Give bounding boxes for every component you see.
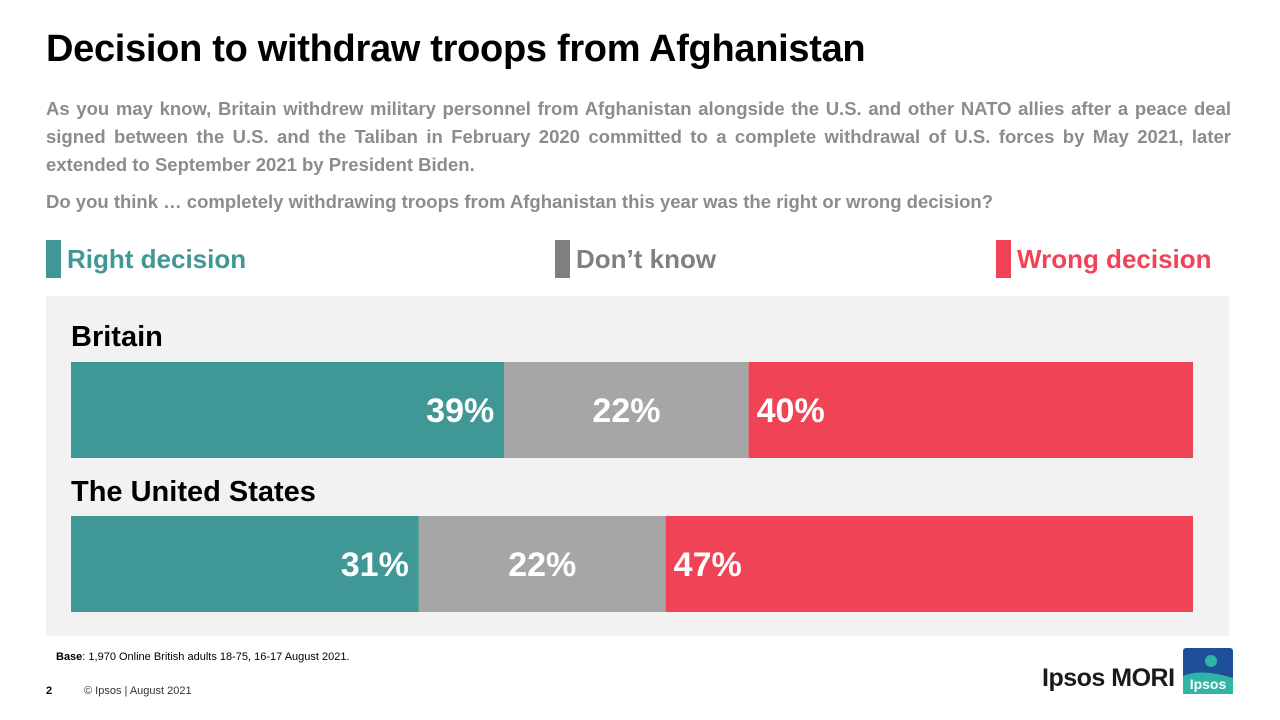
bar-segment-0-2 bbox=[748, 362, 1193, 458]
legend-item-dont-know: Don’t know bbox=[555, 240, 716, 278]
bar-segment-0-0 bbox=[71, 362, 505, 458]
chart-panel: Britain 39% 22% 40% The United States 31% 22% 4… bbox=[46, 296, 1229, 636]
copyright-text: © Ipsos | August 2021 bbox=[84, 685, 192, 697]
page-number: 2 bbox=[46, 685, 53, 697]
bar-segment-1-1 bbox=[418, 516, 666, 612]
legend-label-right: Right decision bbox=[67, 243, 247, 274]
data-label-1-1: 22% bbox=[508, 546, 576, 584]
legend-label-wrong: Wrong decision bbox=[1017, 243, 1212, 274]
page-title: Decision to withdraw troops from Afghani… bbox=[46, 28, 866, 70]
bar-segment-1-0 bbox=[71, 516, 419, 612]
legend-item-right-decision: Right decision bbox=[46, 240, 246, 278]
base-label: Base bbox=[56, 651, 83, 663]
legend-swatch-dont-know bbox=[555, 240, 570, 278]
logo-text: Ipsos bbox=[1190, 676, 1227, 692]
stacked-bar-chart: Britain 39% 22% 40% The United States 31% 22% 4… bbox=[71, 321, 1193, 612]
data-label-1-0: 31% bbox=[341, 546, 409, 584]
legend-swatch-right bbox=[46, 240, 61, 278]
data-label-0-0: 39% bbox=[426, 392, 494, 430]
intro-text: As you may know, Britain withdrew milita… bbox=[46, 98, 1231, 175]
ipsos-logo-icon: Ipsos bbox=[1183, 648, 1233, 694]
brand-name: Ipsos MORI bbox=[1042, 664, 1175, 692]
legend-swatch-wrong bbox=[996, 240, 1011, 278]
base-text: : 1,970 Online British adults 18-75, 16-… bbox=[82, 651, 350, 663]
legend-label-dont-know: Don’t know bbox=[576, 243, 717, 274]
data-label-0-2: 40% bbox=[757, 392, 825, 430]
bar-segment-0-1 bbox=[504, 362, 749, 458]
base-note: Base: 1,970 Online British adults 18-75,… bbox=[56, 651, 350, 663]
group-label-1: The United States bbox=[71, 476, 316, 508]
group-label-0: Britain bbox=[71, 321, 163, 353]
data-label-1-2: 47% bbox=[674, 546, 742, 584]
question-text: Do you think … completely withdrawing tr… bbox=[46, 191, 994, 212]
data-label-0-1: 22% bbox=[592, 392, 660, 430]
bar-segment-1-2 bbox=[665, 516, 1193, 612]
legend-item-wrong-decision: Wrong decision bbox=[996, 240, 1212, 278]
